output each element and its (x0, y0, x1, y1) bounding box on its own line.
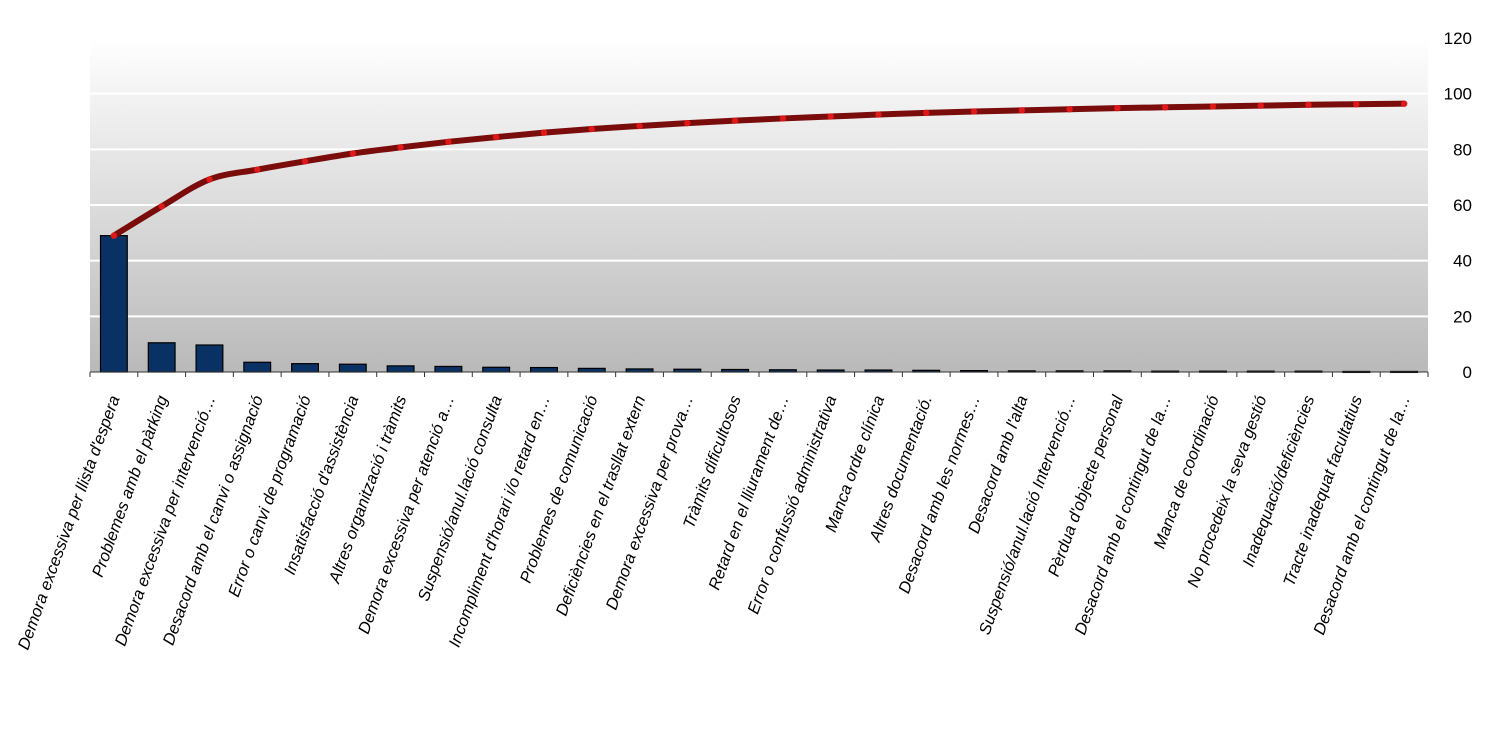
bar (291, 363, 320, 373)
cumulative-point (1257, 102, 1264, 109)
y-tick-label: 0 (1463, 363, 1472, 382)
y-tick-label: 100 (1444, 85, 1472, 104)
bar (195, 344, 224, 373)
y-tick-label: 40 (1453, 252, 1472, 271)
x-tick-label: Demora excessiva per prova… (603, 393, 697, 612)
cumulative-point (923, 109, 930, 117)
bar (577, 367, 606, 373)
bar (147, 342, 176, 373)
x-tick-label: Desacord amb el contingut de la… (1071, 393, 1174, 637)
cumulative-point (684, 119, 691, 127)
cumulative-point (1305, 101, 1312, 109)
bar (386, 365, 415, 373)
x-tick-label: Suspensió/anul.lació Intervenció… (976, 393, 1079, 637)
cumulative-point (206, 176, 213, 183)
y-tick-label: 80 (1453, 140, 1472, 159)
cumulative-point (1114, 104, 1121, 112)
cumulative-point (445, 138, 452, 146)
bar (338, 363, 367, 373)
cumulative-point (731, 117, 739, 124)
cumulative-point (1066, 106, 1073, 113)
x-tick-label: Deficiències en el trasllat extern (553, 393, 650, 618)
cumulative-point (110, 232, 118, 239)
cumulative-point (875, 111, 882, 118)
cumulative-point (1353, 101, 1360, 108)
cumulative-point (636, 122, 643, 130)
bar (243, 361, 272, 373)
gridlines (90, 37, 1428, 318)
cumulative-point (397, 144, 404, 151)
cumulative-point (492, 133, 500, 141)
bar (434, 365, 463, 373)
x-axis (89, 371, 1429, 377)
cumulative-point (1209, 103, 1217, 110)
bars (99, 235, 1419, 374)
cumulative-line-path (110, 100, 1408, 239)
cumulative-point (970, 108, 978, 115)
cumulative-point (1400, 100, 1408, 107)
cumulative-line (110, 100, 1408, 239)
bar (482, 366, 511, 373)
bar (99, 235, 128, 373)
cumulative-point (588, 125, 595, 133)
x-tick-label: Error o confussió administrativa (744, 393, 840, 616)
cumulative-point (540, 129, 548, 136)
cumulative-point (349, 150, 357, 157)
y-axis: 0 20 40 60 80 100 120 (1444, 29, 1472, 382)
y-tick-label: 60 (1453, 196, 1472, 215)
x-tick-labels: Demora excessiva per llista d'esperaProb… (15, 392, 1414, 652)
bar (529, 366, 558, 373)
x-tick-label: Suspensió/anul.lació consulta (415, 393, 506, 603)
cumulative-point (301, 158, 309, 165)
cumulative-point (779, 115, 787, 122)
cumulative-point (254, 166, 261, 173)
x-tick-label: Demora excessiva per atenció a… (355, 393, 458, 636)
cumulative-point (827, 113, 834, 120)
cumulative-point (1161, 104, 1169, 111)
cumulative-point (158, 203, 165, 210)
x-tick-label: Desacord amb el contingut de la… (1310, 393, 1413, 637)
y-tick-label: 120 (1444, 29, 1472, 48)
cumulative-point (1018, 107, 1026, 114)
y-tick-label: 20 (1453, 307, 1472, 326)
